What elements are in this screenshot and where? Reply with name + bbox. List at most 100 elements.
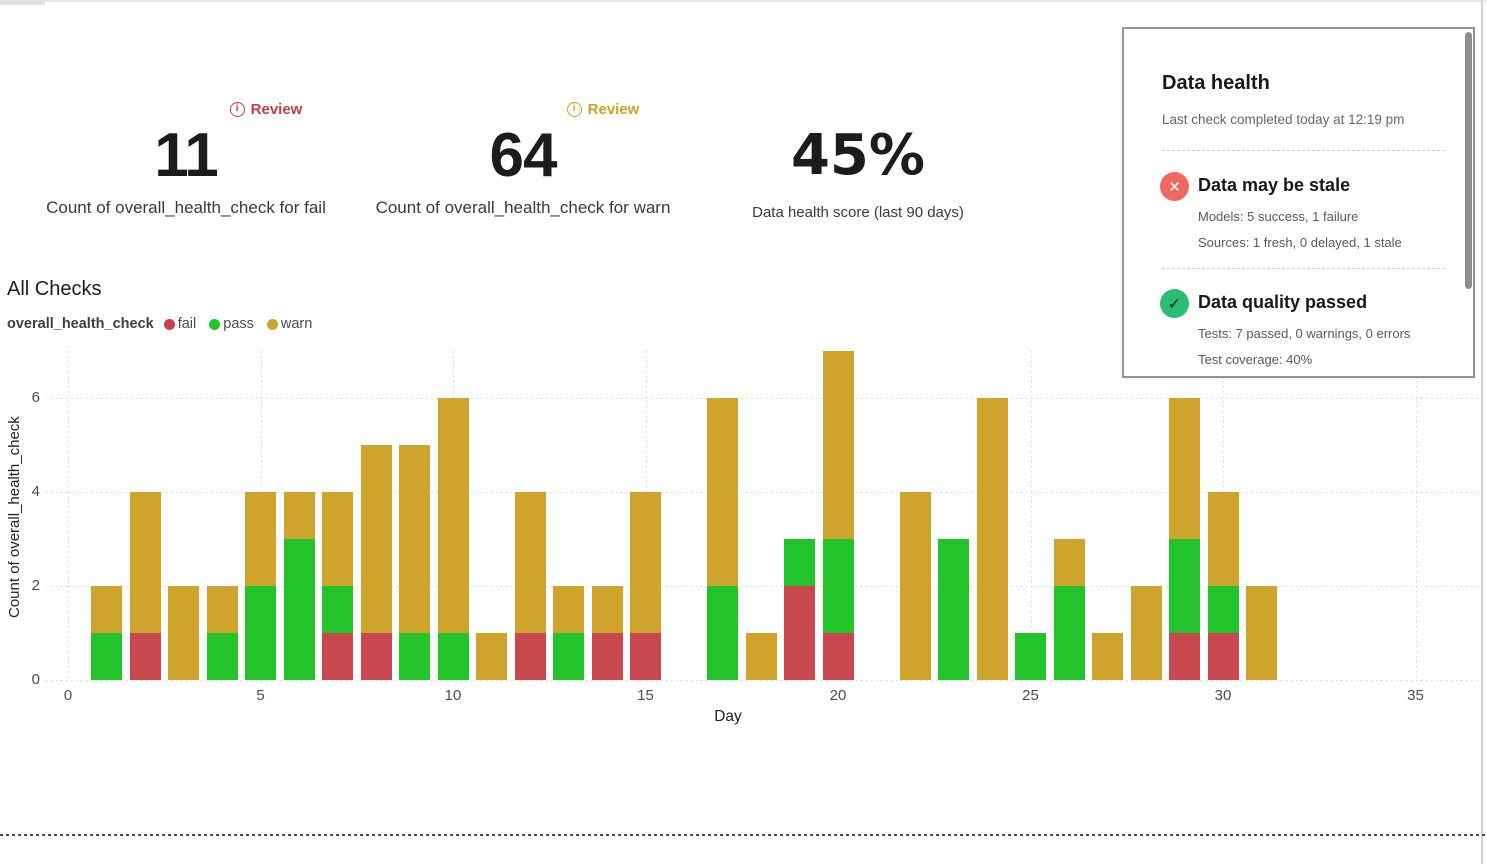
bar-day-7[interactable] [322, 492, 353, 680]
bar-day-9[interactable] [399, 445, 430, 680]
h-gridline [46, 680, 1480, 681]
panel-scrollbar-thumb[interactable] [1465, 32, 1472, 289]
badge-spacer [708, 98, 1008, 120]
bar-day-13[interactable] [553, 586, 584, 680]
bar-day-30[interactable] [1207, 492, 1239, 680]
x-tick-label: 25 [1022, 687, 1039, 704]
x-tick-label: 20 [829, 687, 847, 704]
bar-segment-warn [1053, 539, 1085, 586]
legend-dot [266, 318, 278, 330]
metric-label-score: Data health score (last 90 days) [752, 204, 964, 221]
bar-day-10[interactable] [437, 398, 469, 680]
bar-day-3[interactable] [168, 586, 199, 680]
bar-segment-pass [322, 586, 353, 633]
bar-segment-warn [206, 586, 238, 633]
bar-day-17[interactable] [707, 398, 738, 680]
bar-day-29[interactable] [1169, 398, 1200, 680]
legend-dot [209, 318, 221, 330]
bar-day-6[interactable] [283, 492, 315, 680]
bar-segment-warn [976, 398, 1008, 680]
review-badge[interactable]: Review [116, 98, 416, 120]
bar-segment-warn [322, 492, 353, 586]
bar-day-22[interactable] [899, 492, 931, 680]
bar-day-24[interactable] [976, 398, 1008, 680]
metric-label-fail: Count of overall_health_check for fail [46, 198, 326, 217]
bar-day-28[interactable] [1130, 586, 1162, 680]
page-break-separator [0, 834, 1487, 836]
panel-divider [1162, 268, 1445, 269]
bar-segment-pass [91, 633, 122, 680]
bar-segment-warn [1207, 492, 1239, 586]
y-tick-label: 0 [31, 671, 40, 688]
bar-segment-fail [822, 633, 854, 680]
y-tick-label: 4 [31, 483, 40, 500]
bar-segment-warn [899, 492, 931, 680]
metric-value-warn: 64 [489, 121, 558, 190]
review-badge[interactable]: Review [453, 98, 753, 120]
bar-segment-pass [1169, 539, 1200, 633]
bar-segment-pass [1207, 586, 1239, 633]
status-line-tests: Tests: 7 passed, 0 warnings, 0 errors [1198, 326, 1411, 341]
bar-day-18[interactable] [745, 633, 777, 680]
bar-day-11[interactable] [476, 633, 507, 680]
bar-day-25[interactable] [1015, 633, 1046, 680]
bar-day-23[interactable] [938, 539, 969, 680]
bar-segment-pass [707, 586, 738, 680]
x-axis-label: Day [714, 708, 742, 725]
plot-area: 0 2 4 6 0 5 10 15 20 25 30 35 [0, 345, 1487, 745]
y-tick-label: 2 [31, 577, 40, 594]
bar-segment-warn [514, 492, 546, 633]
legend-item-warn[interactable]: warn [266, 316, 312, 332]
bar-segment-fail [322, 633, 353, 680]
v-gridline [1030, 351, 1032, 680]
bar-day-27[interactable] [1092, 633, 1123, 680]
panel-subtitle: Last check completed today at 12:19 pm [1162, 112, 1405, 127]
review-badge-label: Review [250, 100, 303, 118]
x-tick-label: 15 [637, 687, 654, 704]
bar-day-1[interactable] [91, 586, 122, 680]
bar-day-26[interactable] [1053, 539, 1085, 680]
x-tick-label: 35 [1407, 687, 1424, 704]
bar-segment-warn [1246, 586, 1277, 680]
h-gridline [46, 492, 1480, 493]
section-title: All Checks [7, 278, 102, 300]
bar-segment-fail [630, 633, 661, 680]
bar-day-5[interactable] [245, 492, 276, 680]
bar-segment-warn [553, 586, 584, 633]
status-title-quality: Data quality passed [1198, 292, 1368, 312]
bar-segment-pass [245, 586, 276, 680]
bar-segment-warn [91, 586, 122, 633]
bar-day-4[interactable] [206, 586, 238, 680]
bar-segment-pass [1015, 633, 1046, 680]
bar-segment-fail [1207, 633, 1239, 680]
legend-dot [163, 318, 175, 330]
legend-item-fail[interactable]: fail [163, 316, 196, 332]
bar-segment-warn [591, 586, 623, 633]
bar-segment-pass [553, 633, 584, 680]
status-line-sources: Sources: 1 fresh, 0 delayed, 1 stale [1198, 235, 1402, 250]
bar-segment-warn [437, 398, 469, 633]
metric-label-warn: Count of overall_health_check for warn [375, 198, 671, 217]
window-top-tab [0, 0, 45, 5]
bar-segment-pass [283, 539, 315, 680]
check-circle-icon [1160, 289, 1189, 318]
legend-item-pass[interactable]: pass [209, 316, 254, 332]
x-tick-label: 30 [1214, 687, 1232, 704]
bar-day-8[interactable] [360, 445, 392, 680]
bar-day-12[interactable] [514, 492, 546, 680]
bar-day-14[interactable] [591, 586, 623, 680]
bar-segment-fail [129, 633, 161, 680]
bar-day-2[interactable] [129, 492, 161, 680]
x-tick-label: 10 [444, 687, 462, 704]
window-top-border [0, 0, 1487, 2]
bar-segment-warn [283, 492, 315, 539]
bar-segment-pass [437, 633, 469, 680]
bar-day-31[interactable] [1246, 586, 1277, 680]
bar-day-20[interactable] [822, 351, 854, 680]
bar-segment-fail [591, 633, 623, 680]
bar-segment-pass [938, 539, 969, 680]
bar-day-19[interactable] [784, 539, 815, 680]
v-gridline [68, 351, 69, 680]
legend-series-name: overall_health_check [7, 316, 154, 332]
bar-day-15[interactable] [630, 492, 661, 680]
